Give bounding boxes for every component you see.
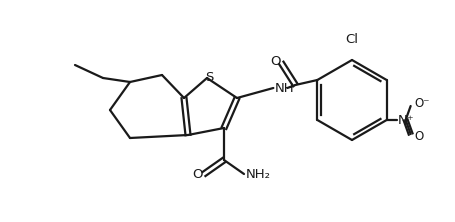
Text: S: S (204, 71, 213, 83)
Text: O⁻: O⁻ (414, 97, 429, 109)
Text: NH₂: NH₂ (245, 168, 270, 182)
Text: O: O (269, 54, 280, 67)
Text: O: O (414, 131, 423, 143)
Text: O: O (192, 168, 203, 182)
Text: NH: NH (274, 81, 293, 95)
Text: Cl: Cl (345, 33, 358, 46)
Text: N⁺: N⁺ (397, 113, 413, 127)
